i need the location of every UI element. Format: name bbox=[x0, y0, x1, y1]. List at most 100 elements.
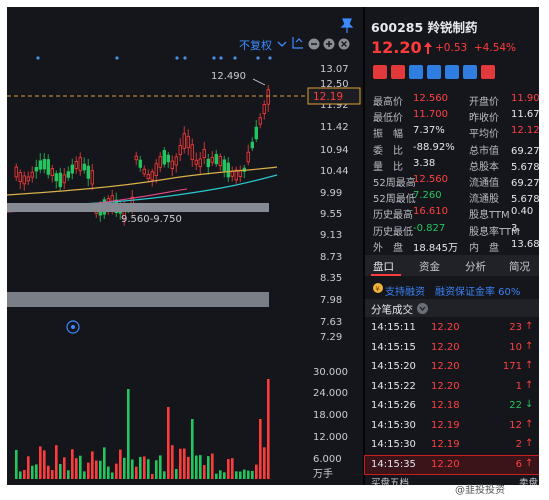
volume-bar bbox=[187, 456, 190, 479]
volume-bar bbox=[243, 469, 246, 479]
candle-body bbox=[218, 156, 222, 167]
close-icon[interactable] bbox=[338, 38, 350, 50]
volume-bar bbox=[259, 419, 262, 479]
volume-bar bbox=[183, 448, 186, 479]
zoom-in-icon[interactable] bbox=[323, 38, 335, 50]
volume-tick-label: 24.000 bbox=[313, 388, 348, 399]
sell-label[interactable]: 卖盘 bbox=[519, 478, 539, 485]
field-label: 最低价 bbox=[373, 113, 403, 125]
price-tick-label: 9.13 bbox=[320, 230, 342, 241]
dropdown-chevron-icon[interactable] bbox=[277, 41, 287, 47]
stock-title: 600285 羚锐制药 bbox=[371, 20, 478, 35]
volume-bar bbox=[91, 451, 94, 479]
candle-body bbox=[26, 176, 30, 182]
tick-row[interactable]: 14:15:35 12.20 6 ↑ bbox=[364, 454, 539, 475]
volume-bar bbox=[211, 453, 214, 479]
tick-row[interactable]: 14:15:20 12.20 171 ↑ bbox=[365, 358, 539, 376]
flag-icon[interactable] bbox=[373, 65, 387, 79]
volume-bar bbox=[127, 389, 130, 479]
candle-body bbox=[142, 168, 146, 175]
tick-price: 12.20 bbox=[431, 322, 460, 333]
tick-time: 14:15:22 bbox=[371, 380, 416, 392]
volume-bar bbox=[215, 473, 218, 479]
volume-tick-label: 万手 bbox=[313, 467, 333, 480]
share-icon[interactable] bbox=[445, 65, 459, 79]
margin-info[interactable]: 支持融资 融资保证金率 60% bbox=[385, 287, 521, 298]
up-arrow-icon: ↑ bbox=[525, 457, 534, 469]
up-arrow-icon: ↑ bbox=[525, 340, 534, 352]
tick-row[interactable]: 14:15:11 12.20 23 ↑ bbox=[365, 319, 539, 337]
tab-fenxi[interactable]: 分析 bbox=[465, 261, 486, 273]
volume-bar bbox=[43, 450, 46, 479]
candles bbox=[14, 84, 270, 226]
volume-bar bbox=[79, 455, 82, 479]
tong-icon[interactable] bbox=[409, 65, 423, 79]
tick-row[interactable]: 14:15:15 12.20 10 ↑ bbox=[365, 339, 539, 357]
tab-zijin[interactable]: 资金 bbox=[419, 261, 440, 273]
svg-text:¥: ¥ bbox=[375, 285, 380, 293]
candle-body bbox=[38, 160, 42, 170]
field-value: 0.40 bbox=[511, 206, 534, 218]
rong-icon[interactable] bbox=[391, 65, 405, 79]
field-value: 16.610 bbox=[413, 206, 448, 218]
pin-icon[interactable] bbox=[340, 18, 354, 33]
field-value: 11.900 bbox=[511, 93, 539, 104]
price-tick-label: 11.42 bbox=[320, 122, 349, 133]
tick-volume: 10 bbox=[509, 341, 522, 353]
volume-tick-label: 12.000 bbox=[313, 432, 348, 443]
candle-body bbox=[170, 160, 174, 170]
tab-jiankuang[interactable]: 简况 bbox=[509, 261, 530, 273]
volume-bar bbox=[171, 445, 174, 479]
volume-bar bbox=[223, 472, 226, 479]
volume-bar bbox=[23, 469, 26, 479]
zoom-out-icon[interactable] bbox=[308, 38, 320, 50]
tick-price: 12.19 bbox=[431, 419, 460, 431]
tick-row[interactable]: 14:15:26 12.18 22 ↓ bbox=[365, 397, 539, 415]
ticks-expand-icon[interactable] bbox=[417, 303, 428, 314]
locate-icon[interactable] bbox=[66, 320, 80, 334]
candle-body bbox=[70, 164, 74, 174]
quote-panel: 600285 羚锐制药 12.20 +0.53 +4.54% 最高价 12.560… bbox=[364, 7, 539, 485]
candle-body bbox=[222, 159, 226, 172]
volume-bar bbox=[143, 456, 146, 479]
candle-body bbox=[54, 173, 58, 182]
field-label: 股息TTM bbox=[469, 210, 510, 222]
field-value: 13.686 bbox=[511, 238, 539, 250]
doc-icon[interactable] bbox=[463, 65, 477, 79]
candle-body bbox=[166, 154, 170, 163]
tick-time: 14:15:30 bbox=[371, 419, 416, 431]
kline-chart[interactable]: 不复权 13.07 12.50 11.92 11.42 10.94 10.44 9.99 9.… bbox=[7, 7, 363, 485]
order-book-label[interactable]: 买盘五档 bbox=[371, 478, 410, 485]
indicator-icon[interactable] bbox=[292, 37, 303, 49]
field-value: 12.124 bbox=[511, 125, 539, 137]
volume-bar bbox=[219, 470, 222, 479]
ma-line-yellow bbox=[7, 166, 278, 196]
candle-body bbox=[174, 156, 178, 166]
heart-icon[interactable] bbox=[481, 65, 495, 79]
up-arrow-icon: ↑ bbox=[525, 379, 534, 391]
candle-body bbox=[266, 89, 270, 105]
volume-bar bbox=[163, 471, 166, 479]
volume-bar bbox=[99, 460, 102, 479]
volume-bar bbox=[251, 470, 254, 479]
event-markers[interactable] bbox=[36, 56, 272, 60]
tick-row[interactable]: 14:15:30 12.19 12 ↑ bbox=[365, 417, 539, 435]
adjust-dropdown[interactable]: 不复权 bbox=[239, 38, 272, 52]
candle-body bbox=[90, 170, 94, 185]
volume-bar bbox=[139, 456, 142, 479]
field-value: 7.260 bbox=[413, 190, 442, 202]
price-tick-label: 8.73 bbox=[320, 252, 342, 263]
tick-row[interactable]: 14:15:30 12.19 2 ↑ bbox=[365, 436, 539, 454]
volume-bar bbox=[71, 449, 74, 479]
volume-bar bbox=[107, 466, 110, 479]
ticks-title: 分笔成交 bbox=[371, 304, 413, 316]
volume-tick-label: 30.000 bbox=[313, 367, 348, 378]
volume-bar bbox=[135, 466, 138, 479]
tab-pankou[interactable]: 盘口 bbox=[373, 261, 394, 273]
shen-icon[interactable] bbox=[427, 65, 441, 79]
tick-row[interactable]: 14:15:22 12.20 1 ↑ bbox=[365, 378, 539, 396]
candle-body bbox=[202, 148, 206, 159]
tick-volume: 2 bbox=[515, 439, 522, 450]
candle-body bbox=[226, 162, 230, 178]
volume-bar bbox=[83, 471, 86, 479]
